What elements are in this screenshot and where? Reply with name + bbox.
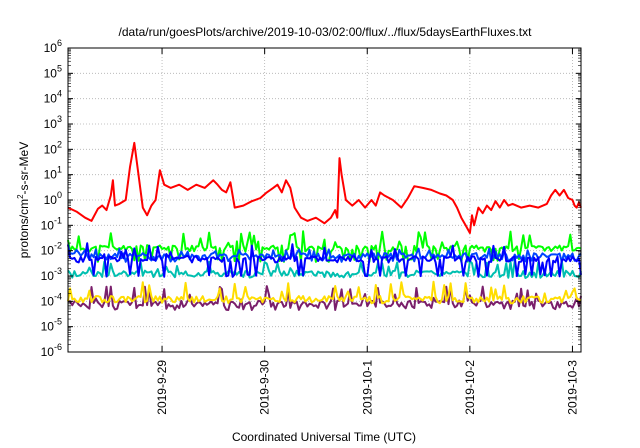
y-axis-label: protons/cm2-s-sr-MeV	[16, 142, 31, 258]
y-tick-label: 104	[44, 89, 62, 106]
series-line	[67, 141, 582, 234]
series-line	[67, 242, 582, 278]
x-tick-label: 2019-10-1	[360, 360, 374, 415]
series-line	[67, 230, 582, 263]
series-line	[67, 247, 582, 263]
x-axis: 2019-9-29 2019-9-30 2019-10-1 2019-10-2 2019…	[155, 48, 579, 415]
x-tick-label: 2019-10-2	[463, 360, 477, 415]
y-axis: 10-6 10-5 10-4 10-3 10-2 10-1 100 101 102 103 104 1…	[41, 38, 581, 359]
y-tick-label: 101	[44, 165, 62, 182]
y-tick-label: 10-4	[41, 291, 62, 308]
y-axis-label-rest: -s-sr-MeV	[17, 142, 31, 195]
y-tick-label: 106	[44, 38, 62, 55]
y-tick-label: 100	[44, 190, 62, 207]
y-axis-label-main: protons/cm	[17, 199, 31, 258]
y-tick-label: 10-2	[41, 241, 62, 258]
y-tick-label: 10-1	[41, 215, 62, 232]
series-line	[67, 259, 582, 280]
x-tick-label: 2019-9-29	[155, 360, 169, 415]
y-tick-label: 10-6	[41, 342, 62, 359]
series-line	[67, 280, 582, 305]
y-tick-label: 105	[44, 63, 62, 80]
series-line	[67, 285, 582, 311]
y-tick-label: 10-5	[41, 317, 62, 334]
x-tick-label: 2019-10-3	[565, 360, 579, 415]
series-lines	[67, 141, 582, 311]
x-tick-label: 2019-9-30	[258, 360, 272, 415]
chart-title: /data/run/goesPlots/archive/2019-10-03/0…	[119, 25, 533, 39]
y-axis-label-exp: 2	[16, 194, 25, 199]
y-tick-label: 103	[44, 114, 62, 131]
x-axis-label: Coordinated Universal Time (UTC)	[232, 430, 416, 444]
y-tick-label: 102	[44, 139, 62, 156]
y-tick-label: 10-3	[41, 266, 62, 283]
